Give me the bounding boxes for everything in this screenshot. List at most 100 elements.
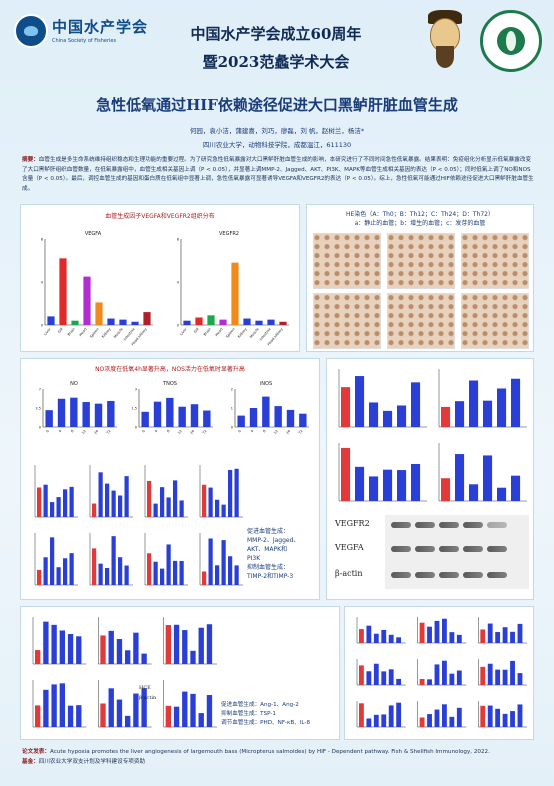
mini-bar [50, 537, 55, 585]
mini-bar [98, 563, 103, 585]
mini-bar [469, 484, 479, 501]
tnos-chart: TNOS 0 4 8 12 24 72 0 1.5 3 [131, 381, 213, 435]
funding-label: 基金： [22, 759, 39, 765]
mini-bar [480, 666, 486, 685]
mini-bar [502, 713, 508, 727]
mini-bar [442, 660, 447, 685]
mini-chart [163, 617, 217, 665]
mini-bar [495, 708, 501, 727]
bar-Head kidney [279, 321, 287, 325]
band-actin-2 [415, 572, 435, 578]
mini-bar [355, 376, 365, 427]
mini-bar [381, 714, 387, 727]
bar-Spleen [231, 262, 239, 325]
mini-bar [411, 463, 421, 501]
mini-bar [449, 673, 455, 685]
tick-label-Brain: Brain [67, 327, 76, 337]
mini-bar [442, 704, 447, 727]
chart-title: TNOS [162, 381, 177, 387]
mini-bar [502, 669, 508, 685]
mini-bar [165, 625, 172, 664]
mini-bar [198, 627, 204, 664]
tick-label-0: 0 [141, 429, 146, 433]
mini-bar [147, 553, 152, 585]
bar-Head kidney [143, 312, 151, 325]
mini-bar [234, 468, 239, 517]
mini-bar [208, 538, 213, 585]
histology-legend: a：静止的血管；b：增生的血管；c：发芽的血管 [354, 220, 486, 227]
mini-bar [487, 663, 493, 685]
mini-bar [427, 679, 432, 685]
no-nos-panel: NO浓度在低氧4h显著升高，NOS活力在低氧时显著升高 NO 0 4 8 12 24 72 0… [20, 358, 320, 600]
mini-bar [125, 715, 131, 727]
tissue-image-e [387, 293, 455, 349]
bar-Kidney [243, 318, 251, 325]
tick-label-24: 24 [285, 428, 291, 435]
mini-bar [366, 625, 372, 643]
tick-label-72: 72 [106, 429, 112, 435]
bottom-note-3: 调节血管生成：PHD、NF-κB、IL-8 [221, 720, 311, 726]
mini-bar [124, 565, 129, 585]
header: 中国水产学会 China Society of Fisheries 中国水产学会… [6, 6, 548, 76]
chart-title: iNOS [260, 381, 272, 387]
mini-chart [417, 617, 467, 644]
mini-bar [483, 455, 493, 501]
tick-label-4: 4 [250, 428, 255, 433]
mini-bar [63, 489, 68, 517]
mini-bar [198, 713, 204, 727]
mini-bar [396, 702, 402, 727]
band-vegfa-1 [391, 546, 411, 552]
mini-bar [441, 478, 451, 501]
bar-8 [262, 396, 270, 427]
bar-Spleen [95, 302, 103, 325]
mini-bar [456, 634, 462, 643]
mini-blot-label-hce: HCE [139, 685, 151, 691]
bar-Liver [47, 316, 55, 325]
mini-bar [396, 637, 402, 643]
band-vegfr2-4 [463, 522, 483, 528]
mini-bar [108, 688, 114, 727]
tick-label-12: 12 [81, 429, 87, 435]
bottom-right-grid [356, 617, 527, 728]
mini-chart [199, 533, 243, 586]
mini-bar [92, 548, 97, 585]
note-line-6: TIMP-2和TIMP-3 [247, 573, 294, 580]
mini-bar [366, 671, 372, 685]
mini-bar [166, 497, 171, 517]
mini-chart [356, 659, 406, 686]
mini-bar [35, 650, 41, 664]
mini-bar [456, 707, 462, 727]
mini-bar [173, 624, 180, 664]
mini-bar [50, 502, 55, 517]
no-panel-title: NO浓度在低氧4h显著升高，NOS活力在低氧时显著升高 [95, 366, 245, 373]
mini-bar [434, 709, 440, 727]
mini-bar [366, 718, 372, 727]
vegf-timecourse-panel: VEGFR2 VEGFA β-actin [326, 358, 534, 600]
publication-label: 论文发表： [22, 749, 50, 755]
portrait-beard [436, 46, 454, 68]
blot-label-actin: β-actin [335, 569, 363, 578]
tissue-image-c [461, 233, 529, 289]
mini-bar [76, 636, 82, 664]
mini-bar [43, 557, 48, 585]
mini-bar [480, 705, 486, 727]
bottom-note-1: 促进血管生成：Ang-1、Ang-2 [221, 702, 299, 708]
mini-bar [153, 561, 158, 585]
mini-bar [118, 557, 123, 585]
mini-chart [438, 369, 527, 428]
mini-bar [381, 671, 387, 685]
y-tick-label: 0 [231, 426, 233, 430]
mini-bar [495, 669, 501, 685]
band-vegfa-2 [415, 546, 435, 552]
mini-bar [455, 401, 465, 427]
mini-bar [173, 560, 178, 585]
society-name-cn: 中国水产学会 [52, 18, 149, 36]
band-actin-1 [391, 572, 411, 578]
mini-bar [419, 679, 425, 685]
mini-bar [173, 706, 180, 727]
vegf-timecourse-grid [338, 369, 527, 502]
mini-bar [56, 567, 61, 585]
mini-bar [419, 622, 425, 643]
mini-bar [369, 402, 379, 427]
tick-label-Brain: Brain [203, 327, 212, 337]
